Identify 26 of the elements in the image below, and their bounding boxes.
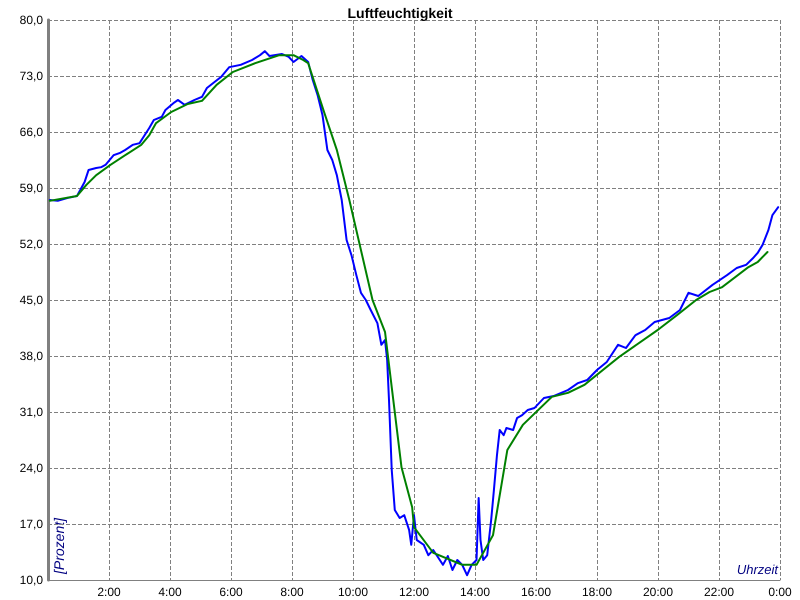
y-tick-label: 10,0 [20,573,44,587]
y-tick-label: 80,0 [20,13,44,27]
x-tick-label: 20:00 [642,585,674,599]
y-tick-label: 59,0 [20,181,44,195]
y-tick-label: 31,0 [20,405,44,419]
x-tick-label: 2:00 [97,585,121,599]
y-tick-label: 73,0 [20,69,44,83]
x-tick-label: 0:00 [768,585,792,599]
x-tick-label: 12:00 [398,585,430,599]
x-tick-label: 4:00 [158,585,182,599]
x-tick-label: 22:00 [704,585,734,599]
x-tick-label: 10:00 [338,585,368,599]
y-axis-title: [Prozent] [51,516,67,575]
x-tick-label: 6:00 [219,585,243,599]
y-tick-label: 66,0 [20,125,44,139]
x-tick-label: 16:00 [520,585,552,599]
y-tick-label: 45,0 [20,293,44,307]
y-tick-label: 17,0 [20,517,44,531]
y-tick-label: 52,0 [20,237,44,251]
chart-title: Luftfeuchtigkeit [348,5,453,21]
y-tick-label: 38,0 [20,349,44,363]
x-tick-label: 14:00 [460,585,490,599]
x-axis-title: Uhrzeit [736,562,780,577]
y-tick-label: 24,0 [20,461,44,475]
x-tick-label: 8:00 [280,585,304,599]
x-tick-label: 18:00 [582,585,612,599]
